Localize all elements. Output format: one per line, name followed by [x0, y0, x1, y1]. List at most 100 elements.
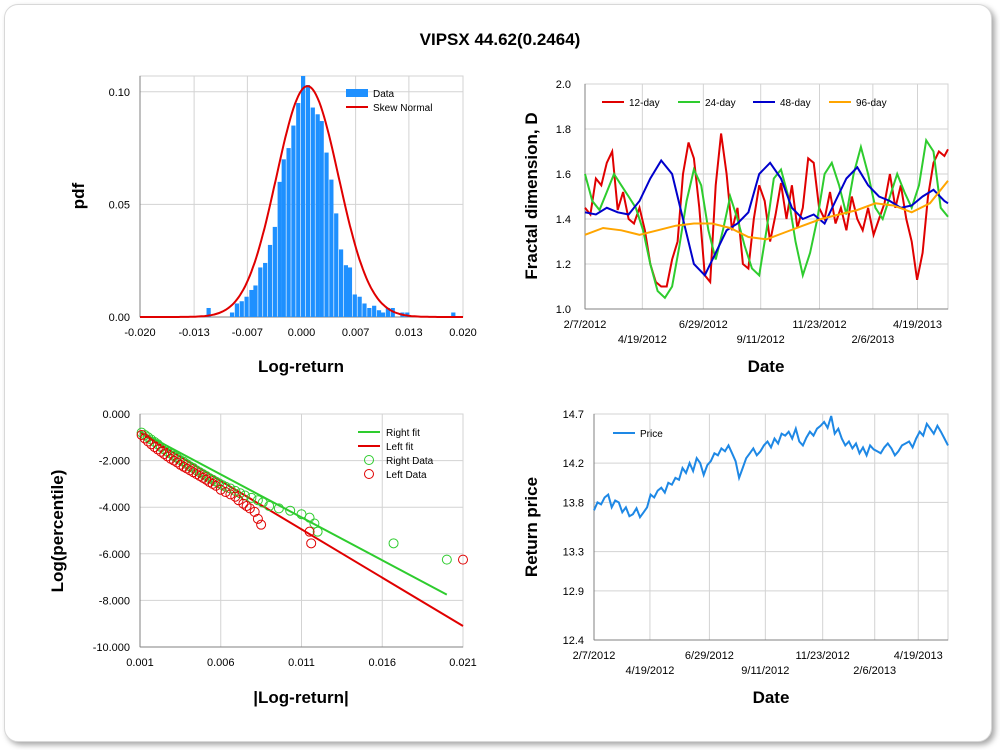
- y-tick-label: 1.6: [556, 169, 571, 181]
- histogram-bar: [343, 265, 349, 317]
- left-data-point: [207, 478, 218, 489]
- y-tick-label: 14.2: [563, 458, 584, 470]
- histogram-bar: [372, 305, 377, 317]
- y-axis-label: Return price: [522, 477, 541, 577]
- histogram-bar: [244, 296, 249, 317]
- x-axis-label: |Log-return|: [253, 688, 348, 707]
- x-tick-label: 4/19/2013: [893, 319, 942, 331]
- x-tick-label: 4/19/2012: [625, 665, 674, 677]
- x-tick-label: 6/29/2012: [685, 650, 734, 662]
- legend-label: Skew Normal: [373, 103, 432, 114]
- y-tick-label: -4.000: [99, 502, 130, 514]
- histogram-bar: [281, 159, 286, 317]
- legend-label: 48-day: [780, 98, 811, 109]
- legend-swatch: [364, 455, 374, 465]
- series-line-96-day: [584, 180, 949, 241]
- histogram-bar: [315, 114, 320, 317]
- y-tick-label: 1.0: [556, 304, 571, 316]
- histogram-bar: [267, 244, 273, 317]
- y-tick-label: 14.7: [563, 409, 584, 421]
- legend-label: Right Data: [386, 456, 434, 467]
- histogram-bar: [310, 107, 315, 317]
- y-tick-label: -8.000: [99, 595, 130, 607]
- right-data-point: [441, 554, 452, 565]
- histogram-bar: [229, 312, 235, 317]
- x-tick-label: 11/23/2012: [796, 650, 850, 662]
- left-data-point: [146, 439, 157, 450]
- page-title: VIPSX 44.62(0.2464): [419, 30, 581, 49]
- plot-area: [584, 83, 949, 310]
- left-data-point: [230, 491, 241, 502]
- legend-label: Price: [640, 429, 663, 440]
- x-tick-label: 9/11/2012: [737, 334, 785, 346]
- x-tick-label: 0.007: [342, 327, 370, 339]
- right-data-point: [155, 442, 166, 453]
- x-tick-label: 0.020: [449, 327, 477, 339]
- histogram-bar: [206, 307, 211, 317]
- histogram-bar: [234, 303, 240, 317]
- y-tick-label: 1.4: [556, 214, 571, 226]
- price-line: [593, 415, 949, 520]
- plot-area: [593, 413, 949, 641]
- histogram-bar: [286, 148, 291, 317]
- y-axis-label: pdf: [69, 182, 88, 209]
- histogram-bar: [338, 249, 344, 317]
- right-data-point: [285, 505, 296, 516]
- legend-label: Right fit: [386, 428, 420, 439]
- histogram-bar: [352, 294, 357, 317]
- legend-label: 12-day: [629, 98, 660, 109]
- legend-label: Left Data: [386, 470, 427, 481]
- legend-label: Data: [373, 89, 395, 100]
- left-data-point: [304, 526, 315, 537]
- histogram-bar: [385, 307, 391, 317]
- x-tick-label: -0.007: [232, 327, 263, 339]
- histogram-bar: [380, 312, 386, 317]
- left-data-point: [155, 446, 166, 457]
- x-axis-label: Date: [748, 357, 785, 376]
- legend-label: 24-day: [705, 98, 736, 109]
- legend-swatch: [364, 469, 374, 479]
- histogram-bar: [301, 76, 306, 317]
- y-tick-label: 13.8: [563, 497, 584, 509]
- right-data-point: [246, 492, 257, 503]
- left-data-point: [225, 489, 236, 500]
- histogram-bar: [367, 307, 372, 317]
- right-data-point: [239, 490, 250, 501]
- left-data-point: [139, 433, 150, 444]
- histogram-bar: [451, 312, 456, 317]
- left-data-point: [241, 501, 252, 512]
- right-data-point: [252, 495, 263, 506]
- histogram-bar: [291, 125, 296, 318]
- y-tick-label: -10.000: [93, 642, 130, 654]
- right-data-point: [264, 501, 275, 512]
- x-axis-label: Log-return: [258, 357, 344, 376]
- histogram-bar: [347, 267, 353, 317]
- right-data-point: [312, 526, 323, 537]
- histogram-bar: [362, 303, 367, 317]
- x-tick-label: 0.006: [207, 657, 235, 669]
- y-tick-label: 12.9: [563, 586, 584, 598]
- left-data-point: [136, 429, 147, 440]
- histogram-bar: [324, 152, 329, 317]
- left-data-point: [215, 484, 226, 495]
- right-data-point: [220, 481, 231, 492]
- right-data-point: [136, 427, 147, 438]
- histogram-chart: -0.020 -0.013 -0.007 0.000 0.007 0.013 0.020 0.…: [69, 75, 477, 376]
- left-data-point: [152, 444, 163, 455]
- y-tick-label: -2.000: [99, 456, 130, 468]
- right-data-point: [178, 456, 189, 467]
- histogram-bar: [258, 267, 263, 317]
- y-tick-label: 12.4: [563, 635, 584, 647]
- x-tick-label: 0.000: [288, 327, 316, 339]
- x-tick-label: 2/7/2012: [573, 650, 616, 662]
- histogram-bar: [263, 262, 268, 317]
- y-tick-label: 0.000: [102, 409, 130, 421]
- y-tick-label: 0.05: [109, 199, 130, 211]
- y-tick-label: 1.2: [556, 259, 571, 271]
- left-data-point: [252, 513, 263, 524]
- right-data-point: [304, 512, 315, 523]
- left-data-point: [159, 449, 170, 460]
- x-tick-label: -0.020: [124, 327, 155, 339]
- x-tick-label: 6/29/2012: [679, 319, 728, 331]
